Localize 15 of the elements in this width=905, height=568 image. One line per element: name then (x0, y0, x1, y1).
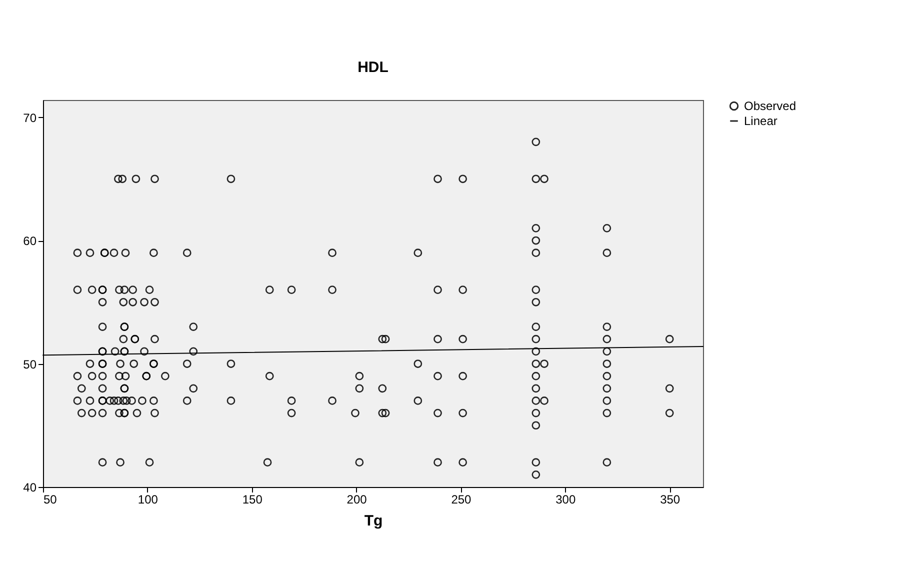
x-tick-label: 300 (556, 492, 576, 506)
y-tick-label: 70 (23, 110, 37, 125)
x-tick-label: 100 (138, 492, 158, 506)
x-tick-label: 150 (242, 492, 263, 506)
y-tick-label: 60 (23, 234, 37, 248)
x-tick-label: 350 (660, 492, 680, 506)
y-tick-label: 50 (23, 357, 37, 372)
x-tick-label: 200 (346, 492, 368, 506)
legend-label: Observed (744, 99, 796, 113)
x-tick-label: 250 (451, 492, 472, 506)
x-tick-label: 50 (44, 492, 58, 506)
legend-label: Linear (744, 114, 778, 128)
chart-title: HDL (358, 59, 388, 76)
y-tick-label: 40 (23, 480, 37, 494)
x-axis-title: Tg (364, 512, 383, 530)
